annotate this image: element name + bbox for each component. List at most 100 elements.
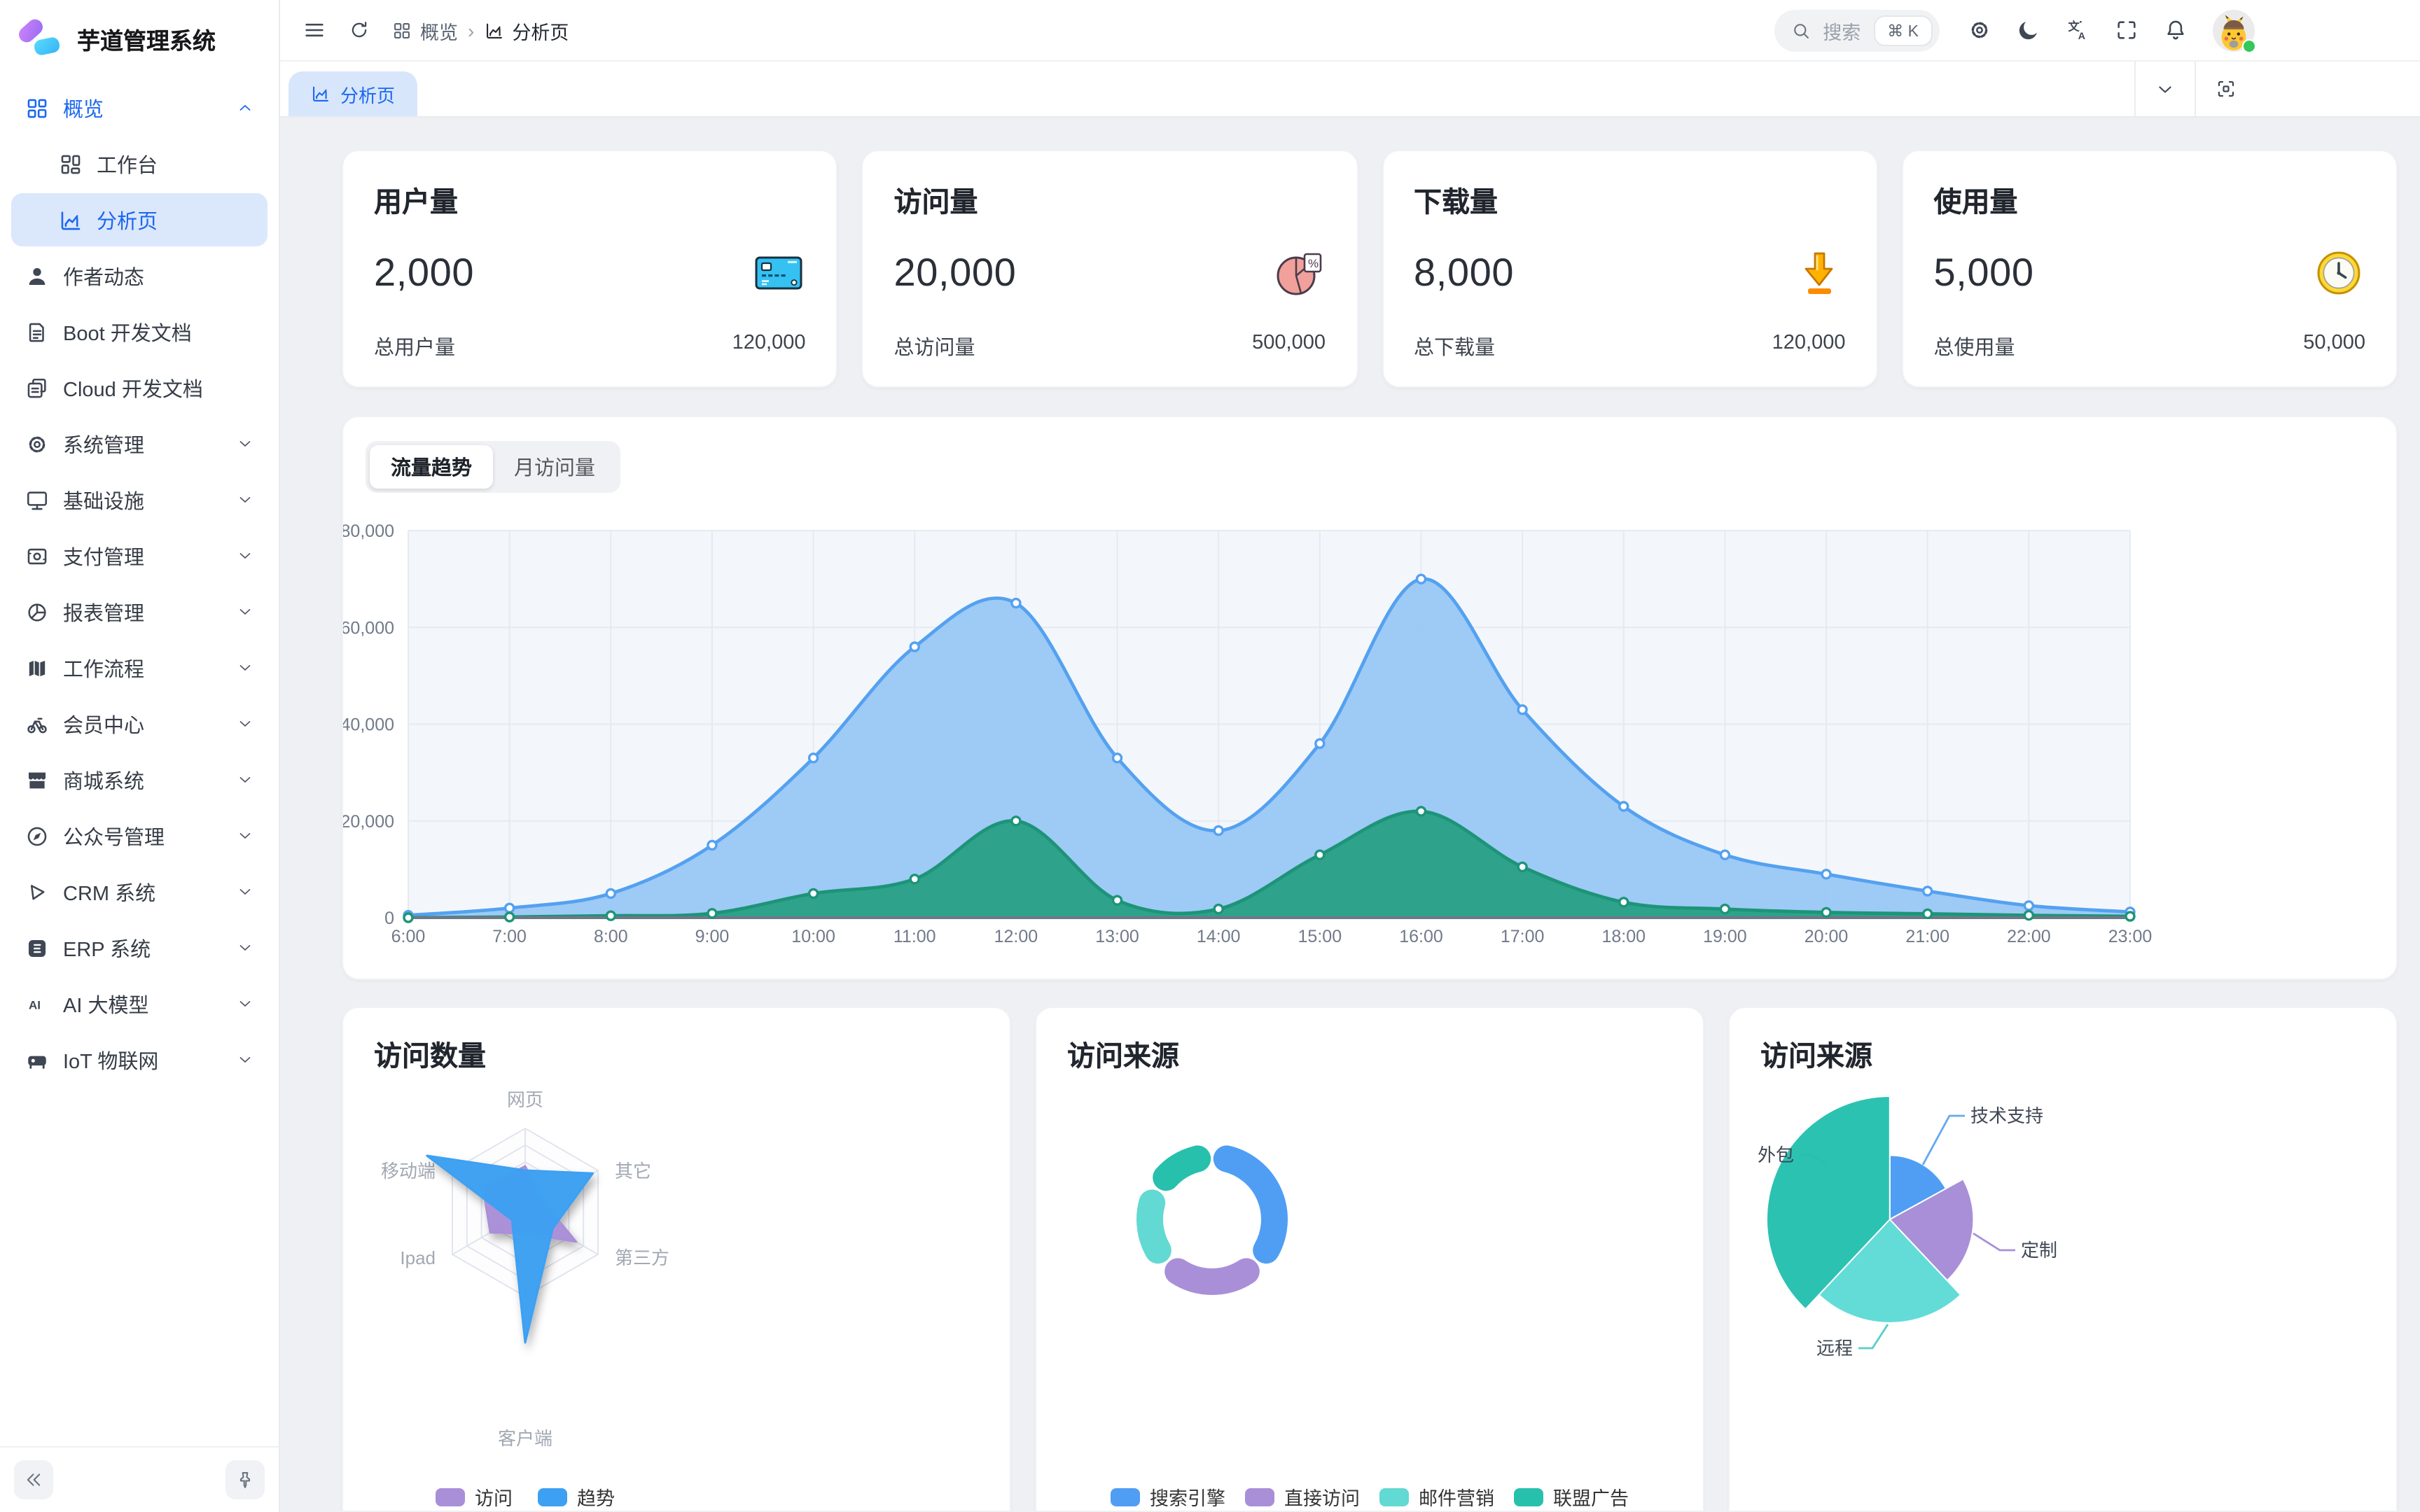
- sidebar-item-analysis[interactable]: 分析页: [11, 193, 267, 246]
- menu-toggle-button[interactable]: [291, 8, 336, 52]
- crm-icon: [25, 880, 49, 904]
- panel-title: 访问数量: [374, 1042, 486, 1072]
- breadcrumb-item-overview[interactable]: 概览: [392, 16, 458, 44]
- person-icon: [25, 264, 49, 288]
- sidebar-menu: 概览 工作台 分析页 作者动态 Boot 开发文档 Cloud 开发文档 系统管…: [0, 78, 279, 1446]
- documents-icon: [25, 376, 49, 400]
- chevron-down-icon: [237, 603, 253, 620]
- search-input[interactable]: 搜索 ⌘ K: [1774, 9, 1940, 51]
- svg-text:19:00: 19:00: [1703, 927, 1747, 946]
- svg-text:%: %: [1307, 257, 1318, 270]
- sidebar-item-boot-docs[interactable]: Boot 开发文档: [11, 305, 267, 358]
- legend-item[interactable]: 邮件营销: [1379, 1483, 1494, 1511]
- sidebar-item-iot[interactable]: IoT 物联网: [11, 1033, 267, 1086]
- svg-text:17:00: 17:00: [1501, 927, 1545, 946]
- svg-text:9:00: 9:00: [695, 927, 730, 946]
- svg-text:14:00: 14:00: [1197, 927, 1241, 946]
- chevron-down-icon: [237, 939, 253, 956]
- download-icon: [1793, 246, 1846, 300]
- sidebar-item-ai[interactable]: AI AI 大模型: [11, 977, 267, 1030]
- app-logo[interactable]: 芋道管理系统: [0, 0, 279, 78]
- payment-icon: [25, 544, 49, 568]
- svg-text:客户端: 客户端: [498, 1428, 552, 1449]
- expand-icon: [2215, 78, 2236, 99]
- svg-text:0: 0: [384, 909, 394, 928]
- erp-icon: [25, 936, 49, 960]
- sidebar-item-label: 概览: [63, 99, 104, 121]
- breadcrumb-item-analysis[interactable]: 分析页: [484, 16, 569, 44]
- sidebar-item-workflow[interactable]: 工作流程: [11, 641, 267, 694]
- stat-card-footer-label: 总下载量: [1414, 337, 1495, 360]
- tabs-menu-button[interactable]: [2134, 62, 2195, 116]
- svg-text:13:00: 13:00: [1095, 927, 1139, 946]
- clock-icon: [2312, 246, 2365, 300]
- legend-item[interactable]: 趋势: [538, 1483, 615, 1511]
- notifications-button[interactable]: [2154, 9, 2196, 51]
- sidebar-item-infra[interactable]: 基础设施: [11, 473, 267, 526]
- chevron-down-icon: [237, 995, 253, 1012]
- svg-text:6:00: 6:00: [391, 927, 426, 946]
- traffic-trend-chart[interactable]: 0 20,000 40,000 60,000 80,000 6:00 7:00 8:00 9:0…: [343, 417, 2399, 981]
- svg-text:11:00: 11:00: [893, 927, 936, 946]
- svg-text:7:00: 7:00: [492, 927, 527, 946]
- svg-text:20,000: 20,000: [343, 812, 394, 832]
- legend-item[interactable]: 访问: [436, 1483, 513, 1511]
- trend-tab-active[interactable]: 流量趋势: [370, 445, 493, 489]
- tab-analysis[interactable]: 分析页: [288, 71, 418, 116]
- svg-text:移动端: 移动端: [381, 1161, 436, 1182]
- chevron-down-icon: [237, 491, 253, 508]
- sidebar-item-overview[interactable]: 概览: [11, 81, 267, 134]
- refresh-button[interactable]: [336, 8, 381, 52]
- svg-text:15:00: 15:00: [1298, 927, 1342, 946]
- svg-text:其它: 其它: [615, 1161, 651, 1182]
- settings-button[interactable]: [1958, 9, 2000, 51]
- panel-title: 访问来源: [1760, 1042, 1872, 1072]
- sidebar-item-mp[interactable]: 公众号管理: [11, 809, 267, 862]
- search-placeholder: 搜索: [1823, 22, 1861, 43]
- sidebar-item-mall[interactable]: 商城系统: [11, 753, 267, 806]
- sidebar-item-crm[interactable]: CRM 系统: [11, 865, 267, 918]
- stat-card-title: 用户量: [374, 188, 458, 218]
- stat-card-download: 下载量 8,000 总下载量 120,000: [1382, 150, 1878, 388]
- sidebar-collapse-button[interactable]: [14, 1460, 53, 1499]
- svg-text:A: A: [2078, 31, 2085, 42]
- trend-tab-inactive[interactable]: 月访问量: [514, 458, 595, 480]
- legend-item[interactable]: 直接访问: [1245, 1483, 1360, 1511]
- sidebar-item-report[interactable]: 报表管理: [11, 585, 267, 638]
- sidebar-pin-button[interactable]: [225, 1460, 265, 1499]
- chevron-down-icon: [237, 435, 253, 452]
- sidebar-item-payment[interactable]: 支付管理: [11, 529, 267, 582]
- stat-card-title: 下载量: [1414, 188, 1498, 218]
- legend-label: 趋势: [577, 1488, 615, 1509]
- pin-icon: [235, 1470, 255, 1490]
- bottom-panels-row: 访问数量 网页 其它 第三方 客户端 Ipad 移动端 访问 趋势 访问来源 搜索引擎 直接访问…: [342, 1007, 2398, 1512]
- svg-text:远程: 远程: [1816, 1338, 1853, 1359]
- sidebar-item-author-trends[interactable]: 作者动态: [11, 249, 267, 302]
- legend-label: 访问: [475, 1488, 513, 1509]
- sidebar-item-workbench[interactable]: 工作台: [11, 137, 267, 190]
- content-fullscreen-button[interactable]: [2195, 62, 2255, 116]
- sidebar-item-cloud-docs[interactable]: Cloud 开发文档: [11, 361, 267, 414]
- trend-tab-group: 流量趋势 月访问量: [366, 441, 620, 493]
- donut-legend: 搜索引擎 直接访问 邮件营销 联盟广告: [1111, 1483, 1629, 1511]
- breadcrumb-label: 分析页: [512, 22, 569, 43]
- legend-item[interactable]: 联盟广告: [1514, 1483, 1629, 1511]
- chevron-down-icon: [237, 547, 253, 564]
- svg-text:外包: 外包: [1758, 1144, 1794, 1166]
- sidebar-item-erp[interactable]: ERP 系统: [11, 921, 267, 974]
- user-avatar[interactable]: [2213, 9, 2256, 52]
- fullscreen-button[interactable]: [2105, 9, 2147, 51]
- analysis-icon: [59, 208, 83, 232]
- sidebar-item-label: 会员中心: [63, 715, 144, 737]
- legend-item[interactable]: 搜索引擎: [1111, 1483, 1225, 1511]
- dark-mode-button[interactable]: [2007, 9, 2049, 51]
- visit-source-donut-chart[interactable]: [1036, 1008, 1704, 1512]
- gear-icon: [1967, 18, 1991, 42]
- sidebar-item-system[interactable]: 系统管理: [11, 417, 267, 470]
- sidebar-item-member[interactable]: 会员中心: [11, 697, 267, 750]
